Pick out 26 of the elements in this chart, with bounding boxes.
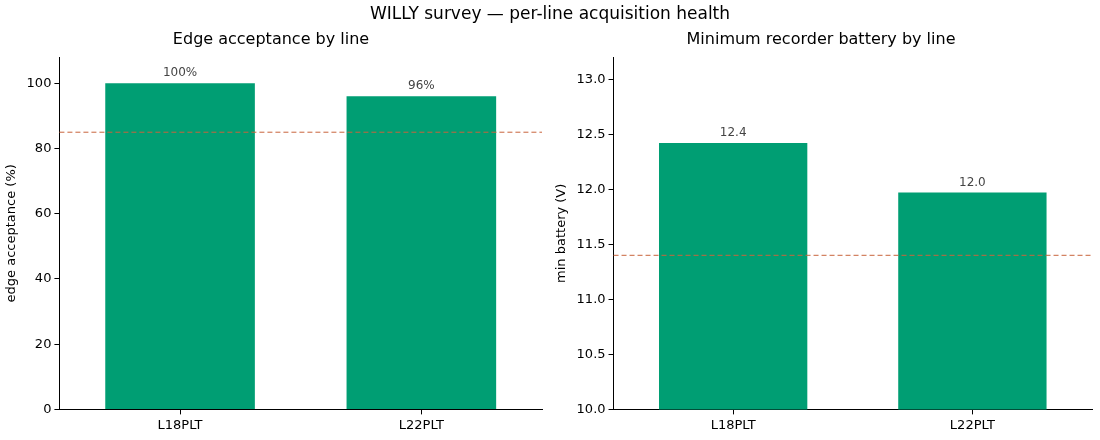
y-tick-label: 40 [34,270,52,286]
y-tick-label: 60 [34,205,52,221]
data-label: 12.4 [719,125,747,140]
y-tick-label: 12.5 [576,125,606,141]
text: WILLY survey — per-line acquisition health [369,3,731,23]
y-tick-label: 10.5 [576,345,606,361]
x-tick-label: L18PLT [710,416,756,432]
data-label: 100% [162,65,198,80]
x-tick-label: L22PLT [398,416,444,432]
y-tick-label: 20 [34,335,52,351]
y-tick-label: 11.0 [576,290,606,306]
y-tick-label: 13.0 [576,70,606,86]
y-tick-label: 11.5 [576,235,606,251]
chart-title: Minimum recorder battery by line [686,28,956,48]
y-tick-label: 0 [43,400,52,416]
y-tick-label: 100 [26,74,52,90]
y-tick-label: 10.0 [576,400,606,416]
y-tick-label: 80 [34,139,52,155]
x-tick-label: L22PLT [949,416,995,432]
y-axis-title: edge acceptance (%) [3,164,19,303]
chart-title: Edge acceptance by line [172,28,370,48]
y-tick-label: 12.0 [576,180,606,196]
data-label: 12.0 [959,174,986,189]
data-label: 96% [408,78,435,93]
y-axis-title: min battery (V) [553,183,569,283]
x-tick-label: L18PLT [157,416,203,432]
